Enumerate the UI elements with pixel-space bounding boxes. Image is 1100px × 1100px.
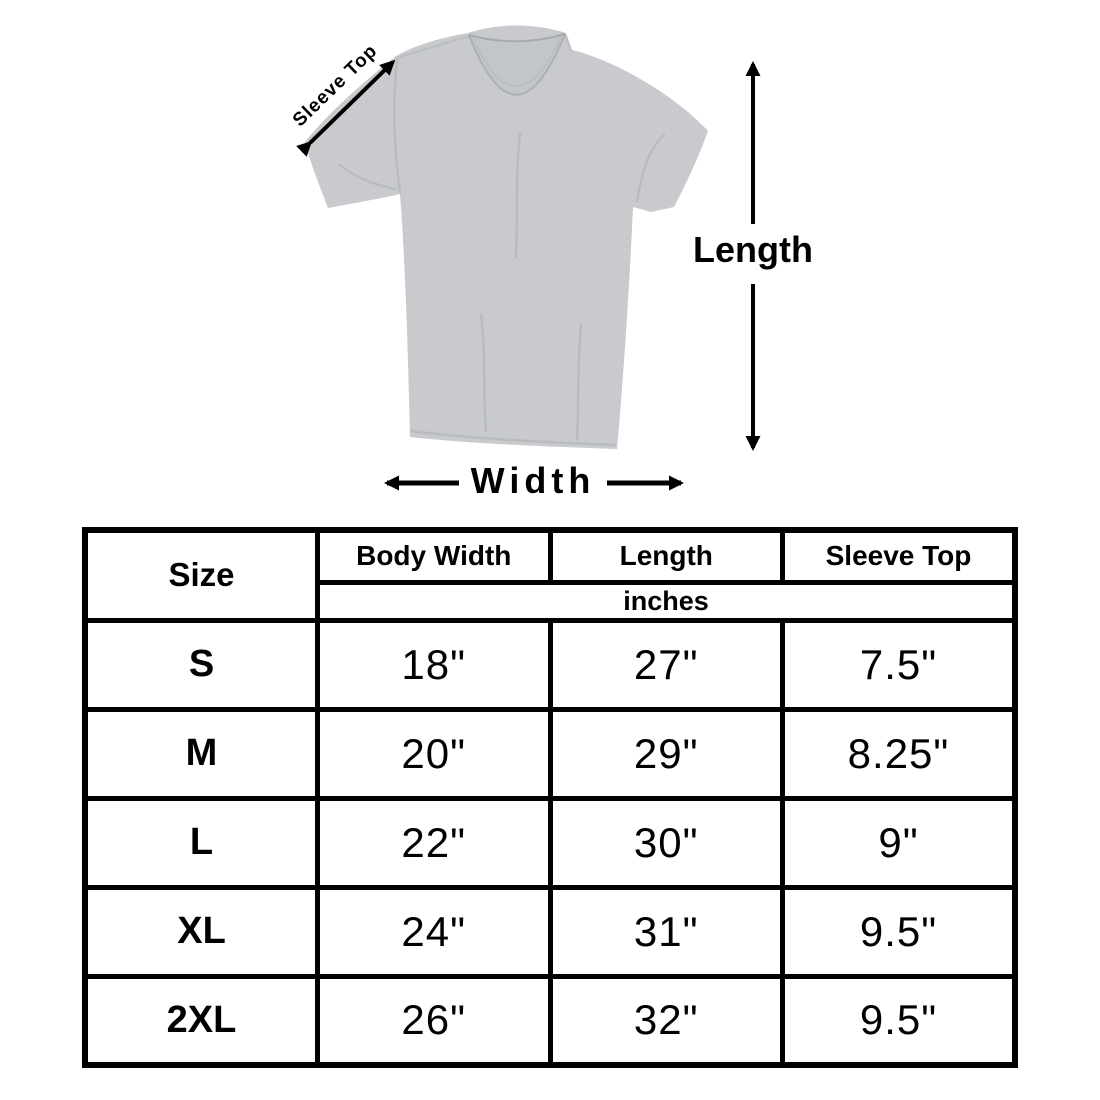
table-row-2xl: 2XL 26" 32" 9.5" [82, 973, 1018, 1068]
sleeve-top-cell: 8.25" [780, 706, 1018, 801]
size-cell: 2XL [82, 973, 320, 1068]
table-row-s: S 18" 27" 7.5" [82, 617, 1018, 712]
tshirt-image [305, 25, 708, 449]
length-cell: 32" [547, 973, 785, 1068]
sleeve-top-cell: 9.5" [780, 973, 1018, 1068]
size-chart-table: Size Body Width Length Sleeve Top inches… [82, 527, 1018, 1068]
sleeve-top-cell: 9" [780, 795, 1018, 890]
sleeve-top-cell: 7.5" [780, 617, 1018, 712]
table-row-l: L 22" 30" 9" [82, 795, 1018, 890]
column-header-length: Length [547, 527, 785, 585]
size-cell: M [82, 706, 320, 801]
length-cell: 27" [547, 617, 785, 712]
length-cell: 31" [547, 884, 785, 979]
length-cell: 29" [547, 706, 785, 801]
column-header-sleeve-top: Sleeve Top [780, 527, 1018, 585]
unit-header: inches [315, 579, 1018, 623]
table-row-xl: XL 24" 31" 9.5" [82, 884, 1018, 979]
body-width-cell: 24" [315, 884, 553, 979]
sleeve-top-cell: 9.5" [780, 884, 1018, 979]
column-header-body-width: Body Width [315, 527, 553, 585]
table-row-m: M 20" 29" 8.25" [82, 706, 1018, 801]
body-width-cell: 26" [315, 973, 553, 1068]
size-cell: S [82, 617, 320, 712]
header-row: Size Body Width Length Sleeve Top [82, 527, 1018, 623]
size-cell: XL [82, 884, 320, 979]
size-cell: L [82, 795, 320, 890]
width-label: Width [470, 460, 596, 501]
length-label: Length [693, 229, 813, 270]
column-header-size: Size [82, 527, 320, 623]
body-width-cell: 18" [315, 617, 553, 712]
body-width-cell: 20" [315, 706, 553, 801]
unit-row: inches [85, 579, 1018, 623]
length-cell: 30" [547, 795, 785, 890]
body-width-cell: 22" [315, 795, 553, 890]
